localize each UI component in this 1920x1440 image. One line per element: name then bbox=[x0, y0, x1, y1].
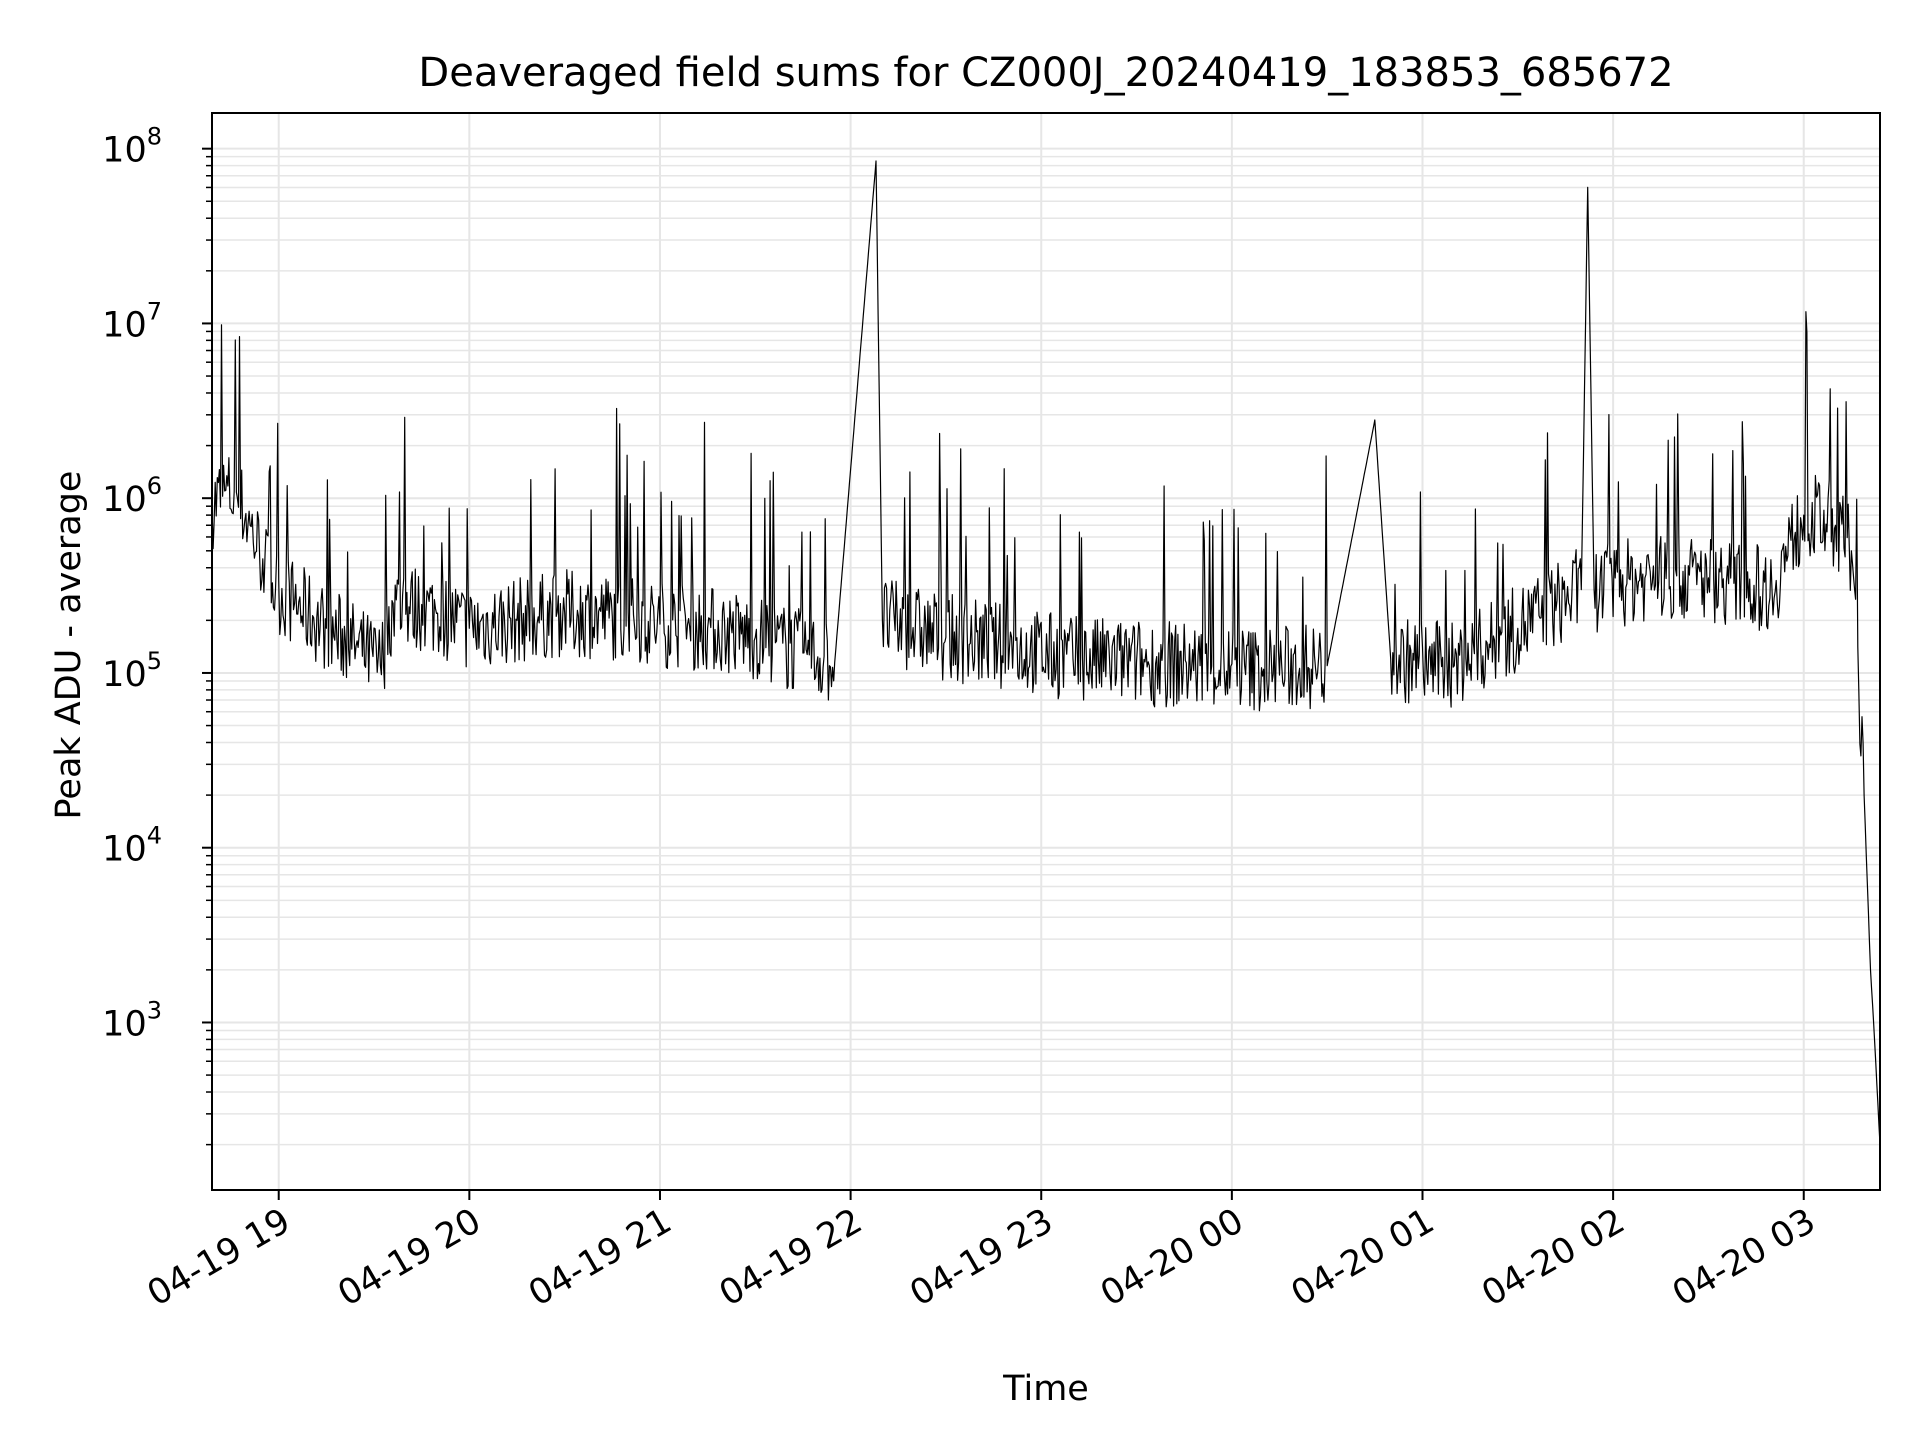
y-tick-label: 104 bbox=[102, 822, 162, 870]
grid bbox=[212, 113, 1880, 1190]
y-tick-base: 10 bbox=[102, 1004, 147, 1044]
plot-frame bbox=[211, 112, 1881, 1191]
series-line-0 bbox=[211, 160, 1881, 1145]
y-tick-base: 10 bbox=[102, 655, 147, 695]
y-tick-exponent: 4 bbox=[147, 822, 162, 850]
y-tick-exponent: 5 bbox=[147, 647, 162, 675]
y-tick-exponent: 3 bbox=[147, 996, 162, 1024]
series-line-layer bbox=[211, 160, 1881, 1145]
y-tick-label: 105 bbox=[102, 647, 162, 695]
y-tick-exponent: 7 bbox=[147, 297, 162, 325]
y-tick-base: 10 bbox=[102, 305, 147, 345]
y-tick-label: 103 bbox=[102, 996, 162, 1044]
y-tick-label: 107 bbox=[102, 297, 162, 345]
y-tick-base: 10 bbox=[102, 830, 147, 870]
y-tick-base: 10 bbox=[102, 131, 147, 171]
y-tick-exponent: 8 bbox=[147, 123, 162, 151]
y-tick-label: 108 bbox=[102, 123, 162, 171]
y-tick-base: 10 bbox=[102, 480, 147, 520]
x-axis-label: Time bbox=[1002, 1369, 1089, 1409]
y-axis-label: Peak ADU - average bbox=[49, 471, 89, 820]
y-tick-exponent: 6 bbox=[147, 472, 162, 500]
chart-title: Deaveraged field sums for CZ000J_2024041… bbox=[418, 50, 1673, 96]
y-tick-label: 106 bbox=[102, 472, 162, 520]
